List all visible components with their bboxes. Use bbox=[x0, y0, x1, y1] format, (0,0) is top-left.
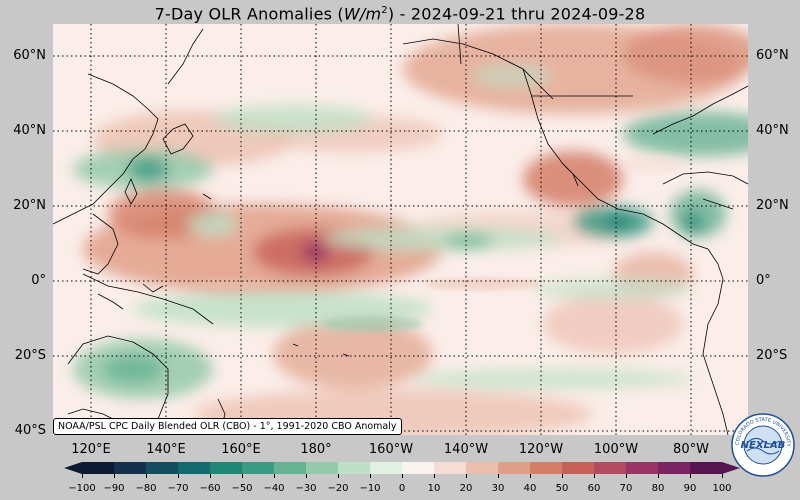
colorbar-tick-mark bbox=[306, 474, 307, 478]
colorbar-tick-mark bbox=[530, 474, 531, 478]
colorbar-cell bbox=[242, 462, 275, 474]
chart-title: 7-Day OLR Anomalies (W/m2) - 2024-09-21 … bbox=[154, 4, 646, 24]
colorbar-tick-label: 100 bbox=[712, 483, 732, 494]
colorbar-tick-label: 0 bbox=[398, 483, 406, 494]
colorbar-cell bbox=[530, 462, 563, 474]
colorbar bbox=[64, 462, 740, 474]
lon-label: 180° bbox=[300, 442, 332, 457]
colorbar-tick-label: −20 bbox=[327, 483, 349, 494]
lat-label-left: 20°N bbox=[13, 198, 46, 213]
coastlines bbox=[53, 24, 748, 435]
lon-label: 100°W bbox=[593, 442, 639, 457]
colorbar-tick-label: 40 bbox=[523, 483, 537, 494]
colorbar-cell bbox=[626, 462, 659, 474]
logo-main-text: NEXLAB bbox=[741, 440, 786, 451]
map-svg bbox=[53, 24, 748, 435]
colorbar-tick-label: 30 bbox=[491, 483, 505, 494]
lon-label: 160°E bbox=[221, 442, 261, 457]
lat-label-left: 0° bbox=[31, 273, 46, 288]
colorbar-tick-mark bbox=[498, 474, 499, 478]
colorbar-tick-mark bbox=[562, 474, 563, 478]
colorbar-tick-mark bbox=[210, 474, 211, 478]
colorbar-cell bbox=[370, 462, 403, 474]
colorbar-tick-mark bbox=[594, 474, 595, 478]
olr-anomaly-map bbox=[53, 24, 748, 435]
colorbar-tick-label: 90 bbox=[683, 483, 697, 494]
colorbar-cell bbox=[658, 462, 691, 474]
colorbar-tick-label: −100 bbox=[68, 483, 96, 494]
colorbar-tick-label: −10 bbox=[359, 483, 381, 494]
colorbar-tick-label: −40 bbox=[263, 483, 285, 494]
lat-label-right: 20°N bbox=[756, 198, 789, 213]
colorbar-tick-label: 70 bbox=[619, 483, 633, 494]
colorbar-cell bbox=[146, 462, 179, 474]
colorbar-tick-mark bbox=[370, 474, 371, 478]
colorbar-tick-mark bbox=[626, 474, 627, 478]
colorbar-tick-mark bbox=[114, 474, 115, 478]
colorbar-cell bbox=[594, 462, 627, 474]
nexlab-logo[interactable]: COLORADO STATE UNIVERSITY NEXLAB bbox=[731, 413, 795, 477]
colorbar-tick-label: −60 bbox=[199, 483, 221, 494]
colorbar-cell bbox=[178, 462, 211, 474]
colorbar-tick-mark bbox=[178, 474, 179, 478]
colorbar-tick-mark bbox=[242, 474, 243, 478]
lon-label: 120°E bbox=[71, 442, 111, 457]
colorbar-cell bbox=[498, 462, 531, 474]
colorbar-cell bbox=[210, 462, 243, 474]
colorbar-tick-mark bbox=[690, 474, 691, 478]
colorbar-tick-label: 20 bbox=[459, 483, 473, 494]
colorbar-tick-label: −80 bbox=[135, 483, 157, 494]
lon-label: 140°E bbox=[146, 442, 186, 457]
colorbar-tick-mark bbox=[82, 474, 83, 478]
colorbar-cell bbox=[274, 462, 307, 474]
colorbar-tick-mark bbox=[402, 474, 403, 478]
colorbar-tick-mark bbox=[434, 474, 435, 478]
colorbar-tick-label: 10 bbox=[427, 483, 441, 494]
colorbar-extend-max bbox=[722, 462, 740, 474]
colorbar-tick-label: 50 bbox=[555, 483, 569, 494]
colorbar-tick-mark bbox=[338, 474, 339, 478]
colorbar-cell bbox=[466, 462, 499, 474]
lat-label-right: 40°N bbox=[756, 123, 789, 138]
colorbar-cell bbox=[82, 462, 115, 474]
lat-label-left: 40°S bbox=[14, 423, 46, 438]
colorbar-tick-label: 80 bbox=[651, 483, 665, 494]
lat-label-left: 20°S bbox=[14, 348, 46, 363]
colorbar-extend-min bbox=[64, 462, 82, 474]
colorbar-tick-mark bbox=[274, 474, 275, 478]
colorbar-tick-label: −70 bbox=[167, 483, 189, 494]
anomaly-field bbox=[73, 24, 748, 435]
colorbar-tick-mark bbox=[658, 474, 659, 478]
colorbar-cell bbox=[402, 462, 435, 474]
lon-label: 140°W bbox=[443, 442, 489, 457]
colorbar-cell bbox=[306, 462, 339, 474]
colorbar-tick-label: 60 bbox=[587, 483, 601, 494]
colorbar-tick-label: −30 bbox=[295, 483, 317, 494]
colorbar-cell bbox=[338, 462, 371, 474]
colorbar-cell bbox=[114, 462, 147, 474]
lat-label-right: 20°S bbox=[756, 348, 788, 363]
lon-label: 120°W bbox=[518, 442, 564, 457]
colorbar-tick-label: −50 bbox=[231, 483, 253, 494]
lat-label-right: 60°N bbox=[756, 48, 789, 63]
colorbar-cell bbox=[562, 462, 595, 474]
lat-label-left: 60°N bbox=[13, 48, 46, 63]
colorbar-tick-mark bbox=[466, 474, 467, 478]
lat-label-right: 0° bbox=[756, 273, 771, 288]
colorbar-tick-mark bbox=[146, 474, 147, 478]
lon-label: 160°W bbox=[368, 442, 414, 457]
lat-label-left: 40°N bbox=[13, 123, 46, 138]
data-source-note: NOAA/PSL CPC Daily Blended OLR (CBO) - 1… bbox=[53, 418, 402, 435]
colorbar-tick-mark bbox=[722, 474, 723, 478]
colorbar-cell bbox=[690, 462, 723, 474]
colorbar-cell bbox=[434, 462, 467, 474]
lon-label: 80°W bbox=[673, 442, 709, 457]
colorbar-tick-label: −90 bbox=[103, 483, 125, 494]
